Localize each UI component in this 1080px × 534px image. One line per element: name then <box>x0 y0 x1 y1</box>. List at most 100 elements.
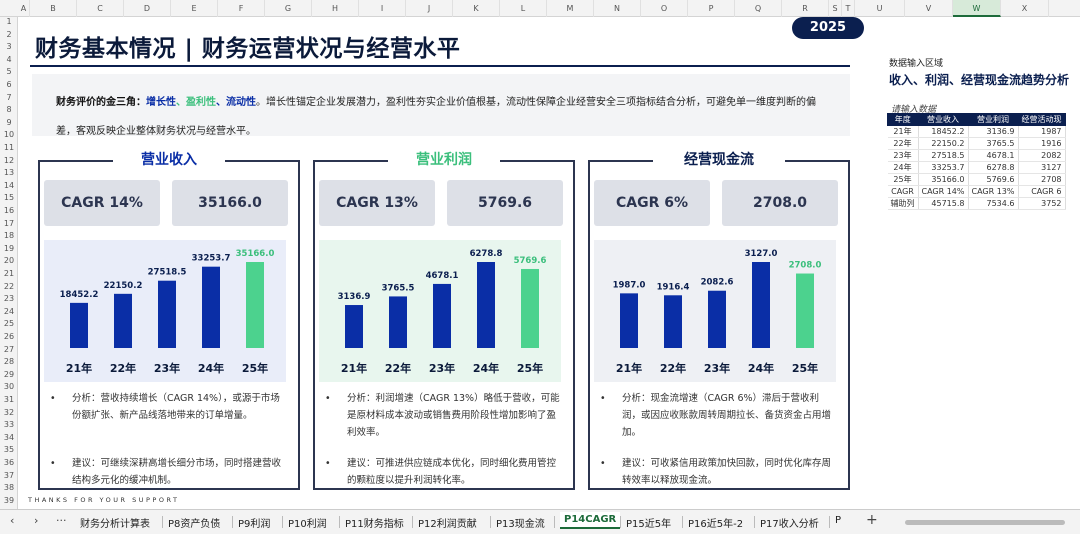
row-header-39[interactable]: 39 <box>3 495 15 505</box>
column-header-D[interactable]: D <box>124 0 171 17</box>
column-header-K[interactable]: K <box>453 0 500 17</box>
row-header-9[interactable]: 9 <box>6 117 12 127</box>
row-header-21[interactable]: 21 <box>3 269 15 278</box>
column-header-I[interactable]: I <box>359 0 406 17</box>
table-cell[interactable]: CAGR <box>887 185 919 198</box>
column-header-F[interactable]: F <box>218 0 265 17</box>
table-cell[interactable]: CAGR 6 <box>1018 185 1066 198</box>
sheet-tab[interactable]: P11财务指标 <box>345 519 404 530</box>
table-cell[interactable]: 22150.2 <box>918 137 969 150</box>
input-data-table[interactable]: 年度 营业收入 营业利润 经营活动现 21年 18452.2 3136.9 1987 22年 22… <box>887 113 1066 210</box>
row-header-34[interactable]: 34 <box>3 432 15 442</box>
table-cell[interactable]: 6278.8 <box>968 161 1019 174</box>
sheet-tab[interactable]: P16近5年-2 <box>688 519 744 530</box>
horizontal-scrollbar[interactable] <box>905 520 1065 525</box>
sheet-tab[interactable]: P9利润 <box>238 519 271 530</box>
row-header-3[interactable]: 3 <box>6 42 12 52</box>
row-header-15[interactable]: 15 <box>3 193 15 203</box>
row-header-30[interactable]: 30 <box>3 382 15 392</box>
column-header-S[interactable]: S <box>829 0 842 17</box>
table-cell[interactable]: 辅助列 <box>887 197 919 210</box>
column-header-G[interactable]: G <box>265 0 312 17</box>
row-header-35[interactable]: 35 <box>3 445 15 455</box>
row-header-19[interactable]: 19 <box>3 243 15 253</box>
column-header-O[interactable]: O <box>641 0 688 17</box>
row-header-25[interactable]: 25 <box>3 319 15 329</box>
add-sheet-icon[interactable]: + <box>866 512 878 528</box>
row-header-13[interactable]: 13 <box>3 168 15 178</box>
table-cell[interactable]: CAGR 14% <box>918 185 969 198</box>
table-cell[interactable]: 3752 <box>1018 197 1066 210</box>
row-header-28[interactable]: 28 <box>3 357 15 367</box>
row-header-6[interactable]: 6 <box>6 80 12 89</box>
table-cell[interactable]: 24年 <box>887 161 919 174</box>
row-header-33[interactable]: 33 <box>3 420 15 430</box>
table-cell[interactable]: 45715.8 <box>918 197 969 210</box>
column-header-C[interactable]: C <box>77 0 124 17</box>
table-cell[interactable]: 3127 <box>1018 161 1066 174</box>
column-header-L[interactable]: L <box>500 0 547 17</box>
table-cell[interactable]: 21年 <box>887 125 919 138</box>
table-cell[interactable]: 3765.5 <box>968 137 1019 150</box>
tab-more-icon[interactable]: ··· <box>56 514 67 527</box>
sheet-tab[interactable]: P10利润 <box>288 519 327 530</box>
row-header-27[interactable]: 27 <box>3 344 15 354</box>
sheet-tab[interactable]: 财务分析计算表 <box>80 519 150 530</box>
row-header-37[interactable]: 37 <box>3 470 15 480</box>
row-header-10[interactable]: 10 <box>3 130 15 140</box>
row-header-29[interactable]: 29 <box>3 369 15 379</box>
row-header-32[interactable]: 32 <box>3 407 15 417</box>
table-cell[interactable]: 7534.6 <box>968 197 1019 210</box>
row-header-2[interactable]: 2 <box>6 29 12 39</box>
table-cell[interactable]: 2082 <box>1018 149 1066 162</box>
column-header-U[interactable]: U <box>855 0 905 17</box>
row-header-18[interactable]: 18 <box>3 231 15 241</box>
table-cell[interactable]: CAGR 13% <box>968 185 1019 198</box>
column-header-H[interactable]: H <box>312 0 359 17</box>
row-header-20[interactable]: 20 <box>3 256 15 266</box>
row-header-1[interactable]: 1 <box>6 17 12 26</box>
table-cell[interactable]: 1916 <box>1018 137 1066 150</box>
sheet-tab[interactable]: P17收入分析 <box>760 519 819 530</box>
table-cell[interactable]: 5769.6 <box>968 173 1019 186</box>
row-header-16[interactable]: 16 <box>3 206 15 215</box>
row-header-22[interactable]: 22 <box>3 281 15 291</box>
row-header-5[interactable]: 5 <box>6 67 12 77</box>
row-header-8[interactable]: 8 <box>6 105 12 115</box>
table-cell[interactable]: 27518.5 <box>918 149 969 162</box>
column-header-E[interactable]: E <box>171 0 218 17</box>
column-header-N[interactable]: N <box>594 0 641 17</box>
row-header-23[interactable]: 23 <box>3 294 15 304</box>
row-header-12[interactable]: 12 <box>3 155 15 165</box>
table-cell[interactable]: 1987 <box>1018 125 1066 138</box>
table-cell[interactable]: 2708 <box>1018 173 1066 186</box>
table-cell[interactable]: 25年 <box>887 173 919 186</box>
row-header-14[interactable]: 14 <box>3 180 15 190</box>
table-cell[interactable]: 3136.9 <box>968 125 1019 138</box>
table-cell[interactable]: 18452.2 <box>918 125 969 138</box>
row-header-38[interactable]: 38 <box>3 483 15 493</box>
table-cell[interactable]: 22年 <box>887 137 919 150</box>
column-header-V[interactable]: V <box>905 0 953 17</box>
sheet-tab[interactable]: P <box>835 515 842 526</box>
table-cell[interactable]: 23年 <box>887 149 919 162</box>
column-header-B[interactable]: B <box>30 0 77 17</box>
column-header-X[interactable]: X <box>1001 0 1049 17</box>
row-header-26[interactable]: 26 <box>3 332 15 341</box>
sheet-tab[interactable]: P15近5年 <box>626 519 672 530</box>
table-cell[interactable]: 35166.0 <box>918 173 969 186</box>
column-header-J[interactable]: J <box>406 0 453 17</box>
column-header-Q[interactable]: Q <box>735 0 782 17</box>
column-header-P[interactable]: P <box>688 0 735 17</box>
column-header-T[interactable]: T <box>842 0 855 17</box>
row-header-7[interactable]: 7 <box>6 92 12 102</box>
row-header-4[interactable]: 4 <box>6 54 12 64</box>
row-header-11[interactable]: 11 <box>3 143 15 152</box>
table-cell[interactable]: 33253.7 <box>918 161 969 174</box>
column-header-W[interactable]: W <box>953 0 1001 17</box>
sheet-tab[interactable]: P13现金流 <box>496 519 545 530</box>
column-header-M[interactable]: M <box>547 0 594 17</box>
column-header-R[interactable]: R <box>782 0 829 17</box>
tab-next-icon[interactable]: › <box>34 514 39 527</box>
row-header-17[interactable]: 17 <box>3 218 15 228</box>
